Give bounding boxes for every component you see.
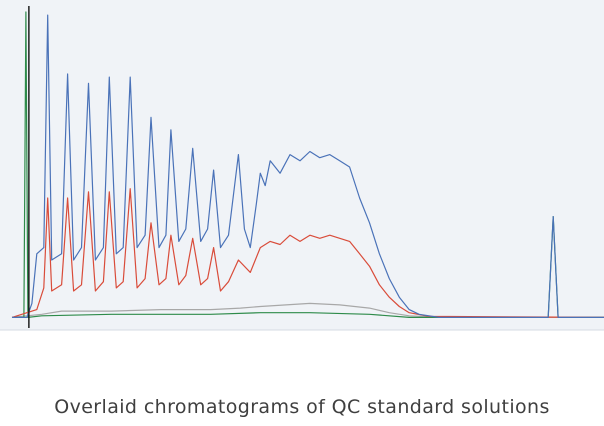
series-line-2: [11, 188, 604, 318]
figure-caption: Overlaid chromatograms of QC standard so…: [54, 396, 550, 418]
series-layer: [11, 11, 604, 318]
plot-background: [0, 0, 604, 330]
series-line-1: [12, 14, 604, 318]
chart-panel: 0.01.02.03.04.05.0 min: [0, 0, 604, 331]
chromatogram-chart: 0.01.02.03.04.05.0 min: [0, 0, 604, 331]
series-line-3: [11, 302, 604, 318]
